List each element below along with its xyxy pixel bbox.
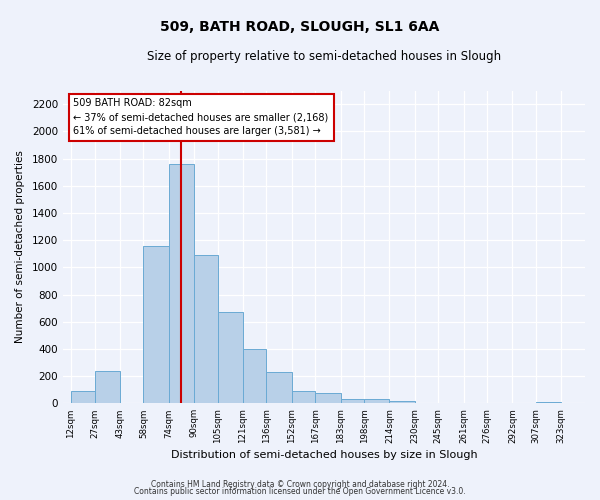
Text: 509 BATH ROAD: 82sqm
← 37% of semi-detached houses are smaller (2,168)
61% of se: 509 BATH ROAD: 82sqm ← 37% of semi-detac… (73, 98, 329, 136)
Text: Contains HM Land Registry data © Crown copyright and database right 2024.: Contains HM Land Registry data © Crown c… (151, 480, 449, 489)
Y-axis label: Number of semi-detached properties: Number of semi-detached properties (15, 150, 25, 344)
Bar (292, 391, 316, 404)
Bar (389, 400, 415, 404)
Title: Size of property relative to semi-detached houses in Slough: Size of property relative to semi-detach… (147, 50, 501, 63)
Bar (95, 370, 120, 404)
Bar (71, 391, 95, 404)
Bar (194, 255, 218, 404)
Bar (364, 399, 389, 404)
Bar (169, 164, 194, 404)
Bar (316, 393, 341, 404)
Bar (266, 372, 292, 404)
Bar (218, 312, 243, 404)
Bar (143, 246, 169, 404)
Text: 509, BATH ROAD, SLOUGH, SL1 6AA: 509, BATH ROAD, SLOUGH, SL1 6AA (160, 20, 440, 34)
Bar (341, 398, 364, 404)
X-axis label: Distribution of semi-detached houses by size in Slough: Distribution of semi-detached houses by … (171, 450, 478, 460)
Text: Contains public sector information licensed under the Open Government Licence v3: Contains public sector information licen… (134, 487, 466, 496)
Bar (243, 349, 266, 404)
Bar (536, 402, 562, 404)
